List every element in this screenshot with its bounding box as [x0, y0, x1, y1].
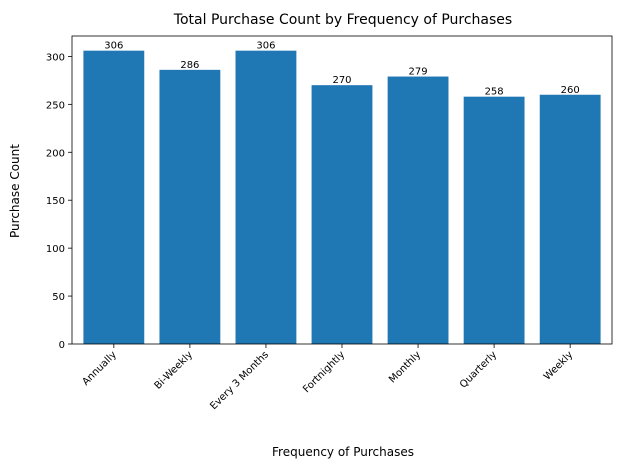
chart-title: Total Purchase Count by Frequency of Pur…	[173, 12, 512, 28]
bar-value-label-6: 260	[561, 85, 580, 96]
bar-5	[463, 96, 525, 344]
bar-value-label-4: 279	[409, 67, 428, 78]
bar-value-label-5: 258	[485, 87, 504, 98]
y-tick-label-4: 200	[46, 148, 65, 159]
bar-2	[235, 50, 297, 345]
axes-frame	[71, 35, 613, 345]
y-tick-label-0: 0	[59, 340, 65, 351]
bar-value-label-3: 270	[332, 75, 351, 86]
y-tick-label-1: 50	[52, 292, 65, 303]
y-tick-label-6: 300	[46, 52, 65, 63]
y-axis-label: Purchase Count	[8, 144, 22, 238]
bar-6	[539, 94, 601, 344]
y-tick-label-3: 150	[46, 196, 65, 207]
x-axis-label: Frequency of Purchases	[272, 445, 414, 459]
bar-4	[387, 76, 449, 345]
bar-value-label-0: 306	[104, 41, 123, 52]
bar-value-label-2: 306	[256, 41, 275, 52]
bar-0	[83, 50, 145, 345]
bar-1	[159, 69, 221, 345]
bar-3	[311, 85, 373, 345]
y-tick-label-5: 250	[46, 100, 65, 111]
bar-value-label-1: 286	[180, 60, 199, 71]
y-tick-label-2: 100	[46, 244, 65, 255]
